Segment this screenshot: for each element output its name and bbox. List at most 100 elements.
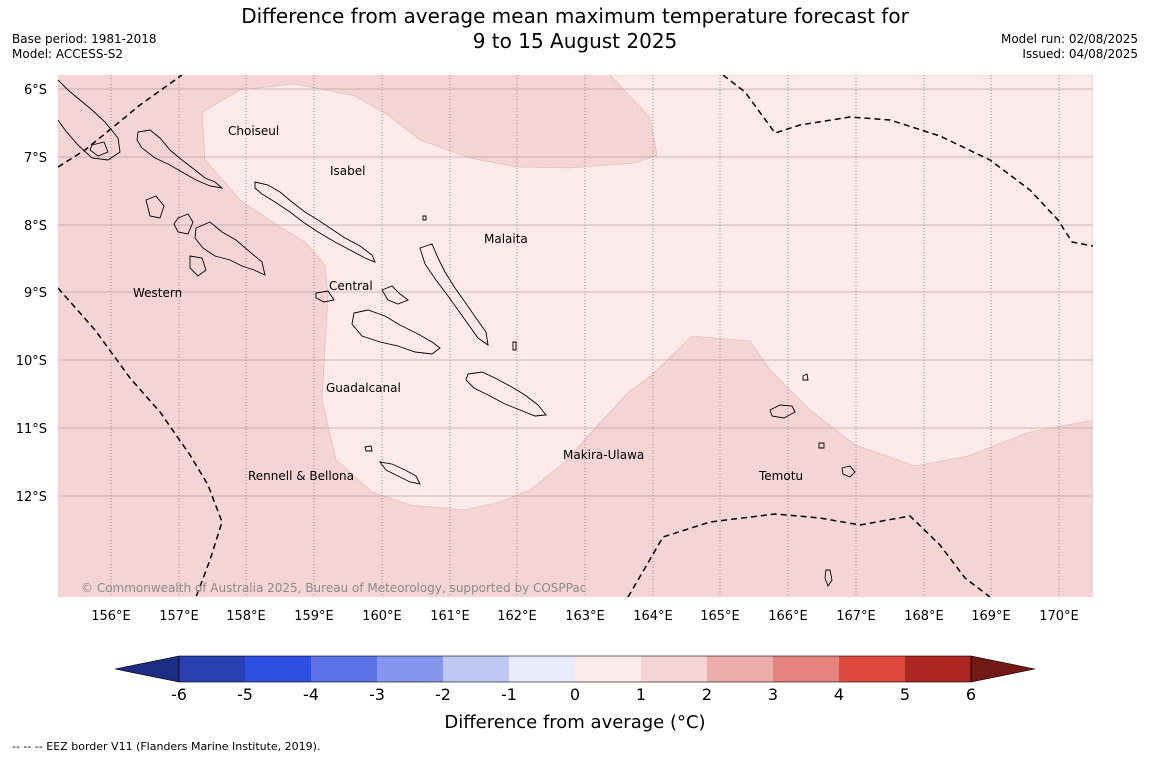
- base-period-text: Base period: 1981-2018: [12, 32, 157, 46]
- lon-label: 161°E: [430, 609, 470, 624]
- colorbar-label: Difference from average (°C): [444, 712, 705, 733]
- longitude-labels: 156°E 157°E 158°E 159°E 160°E 161°E 162°…: [91, 609, 1079, 624]
- ontong-java-atoll: [422, 215, 427, 221]
- new-georgia-islands-2: [194, 221, 266, 276]
- ulawa-island: [512, 341, 517, 351]
- colorbar-segment: [707, 656, 773, 682]
- model-text: Model: ACCESS-S2: [12, 47, 124, 61]
- province-label-guadalcanal: Guadalcanal: [326, 381, 401, 395]
- lon-label: 167°E: [836, 609, 876, 624]
- colorbar-tick: -4: [303, 685, 319, 704]
- model-run-text: Model run: 02/08/2025: [1000, 32, 1138, 46]
- province-label-choiseul: Choiseul: [228, 124, 279, 138]
- colorbar-tick: 2: [702, 685, 712, 704]
- makira-island: [465, 371, 547, 417]
- colorbar-tick: 6: [966, 685, 976, 704]
- issued-text: Issued: 04/08/2025: [1022, 47, 1138, 61]
- lon-label: 170°E: [1039, 609, 1079, 624]
- utupua-island: [818, 442, 825, 449]
- shortland-islands: [89, 141, 109, 157]
- duff-islands: [802, 373, 809, 381]
- lon-label: 157°E: [159, 609, 199, 624]
- nendo-island: [769, 404, 796, 419]
- colorbar-segment: [641, 656, 707, 682]
- vella-lavella-island: [145, 195, 165, 219]
- colorbar-tick: -3: [369, 685, 385, 704]
- latitude-gridlines: [58, 88, 1093, 497]
- eez-footnote: -- -- -- EEZ border V11 (Flanders Marine…: [12, 740, 321, 753]
- choiseul-island: [136, 129, 224, 189]
- colorbar-segment: [443, 656, 509, 682]
- colorbar-tick: -1: [501, 685, 517, 704]
- lon-label: 169°E: [971, 609, 1011, 624]
- copyright-text: © Commonwealth of Australia 2025, Bureau…: [81, 581, 586, 595]
- province-label-temotu: Temotu: [758, 469, 803, 483]
- title-line-1: Difference from average mean maximum tem…: [241, 4, 909, 28]
- colorbar-segment: [179, 656, 245, 682]
- colorbar-extend-high: [970, 655, 1036, 683]
- colorbar-ticks: -6 -5 -4 -3 -2 -1 0 1 2 3 4 5 6: [171, 685, 976, 704]
- colorbar: [114, 655, 1036, 683]
- colorbar-tick: 0: [570, 685, 580, 704]
- rennell-island: [378, 461, 421, 485]
- colorbar-extend-low: [114, 655, 180, 683]
- colorbar-tick: 4: [834, 685, 844, 704]
- anuta-tikopia-islands: [824, 569, 833, 587]
- colorbar-tick: -2: [435, 685, 451, 704]
- lon-label: 165°E: [700, 609, 740, 624]
- longitude-gridlines: [110, 75, 1060, 597]
- lat-label: 9°S: [24, 286, 47, 301]
- colorbar-segment: [245, 656, 311, 682]
- forecast-map: Choiseul Isabel Malaita Western Central …: [16, 75, 1093, 733]
- latitude-labels: 6°S 7°S 8°S 9°S 10°S 11°S 12°S: [16, 83, 47, 505]
- lon-label: 163°E: [565, 609, 605, 624]
- colorbar-tick: 1: [636, 685, 646, 704]
- bougainville-island: [58, 79, 121, 161]
- colorbar-tick: -5: [237, 685, 253, 704]
- province-label-western: Western: [133, 286, 182, 300]
- colorbar-segment: [377, 656, 443, 682]
- colorbar-tick: 3: [768, 685, 778, 704]
- new-georgia-islands: [173, 213, 194, 235]
- bellona-island: [364, 445, 373, 452]
- province-label-rennell-bellona: Rennell & Bellona: [248, 469, 354, 483]
- lat-label: 12°S: [16, 490, 47, 505]
- colorbar-segment: [773, 656, 839, 682]
- lon-label: 168°E: [904, 609, 944, 624]
- colorbar-segment: [905, 656, 971, 682]
- lon-label: 160°E: [362, 609, 402, 624]
- colorbar-tick: 5: [900, 685, 910, 704]
- meta-right: Model run: 02/08/2025 Issued: 04/08/2025: [1001, 32, 1138, 62]
- lat-label: 7°S: [24, 151, 47, 166]
- lon-label: 164°E: [633, 609, 673, 624]
- isabel-island: [254, 181, 376, 263]
- anomaly-region-0-to-1: [201, 75, 1093, 511]
- colorbar-outline: [178, 655, 972, 683]
- savo-russell-islands: [315, 290, 335, 303]
- vanikoro-island: [841, 465, 856, 478]
- lon-label: 159°E: [294, 609, 334, 624]
- lon-label: 162°E: [497, 609, 537, 624]
- lon-label: 166°E: [768, 609, 808, 624]
- title-line-2: 9 to 15 August 2025: [472, 29, 678, 53]
- lat-label: 8°S: [24, 219, 47, 234]
- eez-border-lines: [58, 75, 1093, 597]
- province-label-malaita: Malaita: [484, 232, 528, 246]
- florida-islands: [381, 285, 409, 305]
- malaita-island: [419, 243, 489, 346]
- colorbar-segment: [311, 656, 377, 682]
- western-small-islands: [189, 255, 207, 277]
- meta-left: Base period: 1981-2018 Model: ACCESS-S2: [12, 32, 157, 62]
- coastline-islands: [58, 79, 856, 587]
- colorbar-segment: [575, 656, 641, 682]
- lat-label: 10°S: [16, 354, 47, 369]
- lat-label: 11°S: [16, 422, 47, 437]
- province-label-makira-ulawa: Makira-Ulawa: [563, 448, 644, 462]
- chart-title: Difference from average mean maximum tem…: [0, 4, 1150, 54]
- guadalcanal-island: [351, 309, 441, 355]
- colorbar-segment: [839, 656, 905, 682]
- lon-label: 158°E: [226, 609, 266, 624]
- province-label-isabel: Isabel: [330, 164, 365, 178]
- colorbar-tick: -6: [171, 685, 187, 704]
- province-labels: Choiseul Isabel Malaita Western Central …: [133, 124, 803, 483]
